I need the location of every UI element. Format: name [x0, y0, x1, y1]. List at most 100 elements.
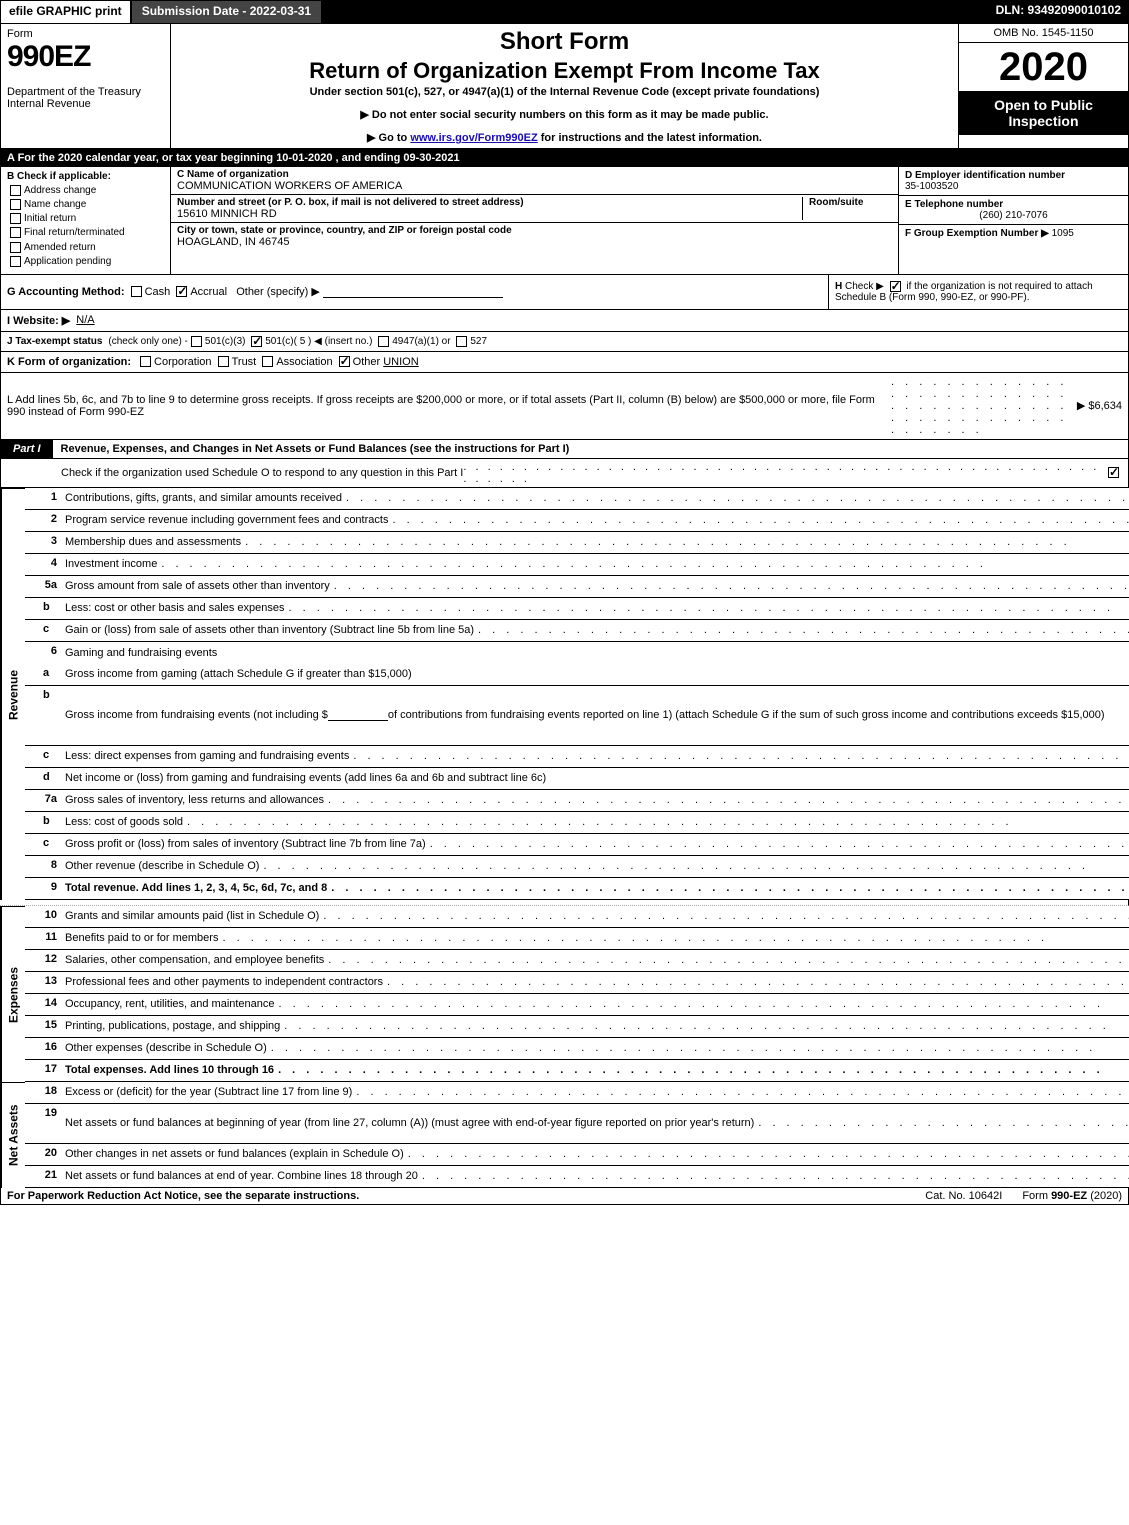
checkbox-cash[interactable]: [131, 286, 142, 297]
l18-dots: . . . . . . . . . . . . . . . . . . . . …: [352, 1086, 1129, 1098]
opt-initial: Initial return: [7, 213, 164, 224]
checkbox-4947[interactable]: [378, 336, 389, 347]
l21-desc: Net assets or fund balances at end of ye…: [65, 1170, 418, 1182]
line-5b: b Less: cost or other basis and sales ex…: [25, 598, 1129, 620]
open-inspection: Open to Public Inspection: [959, 91, 1128, 135]
l5a-desc: Gross amount from sale of assets other t…: [65, 580, 330, 592]
group-row: F Group Exemption Number ▶ 1095: [899, 225, 1128, 242]
l15-num: 15: [25, 1016, 61, 1037]
l7a-dots: . . . . . . . . . . . . . . . . . . . . …: [324, 794, 1129, 806]
l8-num: 8: [25, 856, 61, 877]
line-6b: b Gross income from fundraising events (…: [25, 686, 1129, 746]
box-d-e-f: D Employer identification number 35-1003…: [898, 167, 1128, 274]
part1-dots: . . . . . . . . . . . . . . . . . . . . …: [463, 461, 1105, 485]
l9-num: 9: [25, 878, 61, 899]
g-accrual: Accrual: [190, 286, 227, 298]
l17-desc: Total expenses. Add lines 10 through 16: [65, 1064, 274, 1076]
netassets-body: 18 Excess or (deficit) for the year (Sub…: [25, 1082, 1129, 1188]
ein-row: D Employer identification number 35-1003…: [899, 167, 1128, 196]
l-text: L Add lines 5b, 6c, and 7b to line 9 to …: [7, 394, 887, 418]
l7a-desc: Gross sales of inventory, less returns a…: [65, 794, 324, 806]
g-other-blank[interactable]: [323, 286, 503, 298]
checkbox-final[interactable]: [10, 227, 21, 238]
header-left: Form 990EZ Department of the Treasury In…: [1, 24, 171, 148]
ein-value: 35-1003520: [905, 181, 1122, 192]
checkbox-address[interactable]: [10, 185, 21, 196]
line-4: 4 Investment income. . . . . . . . . . .…: [25, 554, 1129, 576]
part1-label: Part I: [1, 440, 53, 458]
checkbox-amended[interactable]: [10, 242, 21, 253]
checkbox-corp[interactable]: [140, 356, 151, 367]
room-suite: Room/suite: [802, 197, 892, 220]
checkbox-name[interactable]: [10, 199, 21, 210]
city-label: City or town, state or province, country…: [177, 225, 892, 236]
l14-num: 14: [25, 994, 61, 1015]
l5c-desc: Gain or (loss) from sale of assets other…: [65, 624, 474, 636]
footer-form-post: (2020): [1090, 1190, 1122, 1202]
checkbox-trust[interactable]: [218, 356, 229, 367]
checkbox-pending[interactable]: [10, 256, 21, 267]
line-6c: c Less: direct expenses from gaming and …: [25, 746, 1129, 768]
l13-desc: Professional fees and other payments to …: [65, 976, 383, 988]
l4-num: 4: [25, 554, 61, 575]
checkbox-other-org[interactable]: [339, 356, 350, 367]
opt-name-label: Name change: [24, 199, 86, 210]
opt-amended: Amended return: [7, 242, 164, 253]
l6a-num: a: [25, 664, 61, 685]
l6c-dots: . . . . . . . . . . . . . . . . . . . . …: [349, 750, 1129, 762]
opt-pending-label: Application pending: [24, 256, 111, 267]
line-14: 14 Occupancy, rent, utilities, and maint…: [25, 994, 1129, 1016]
topbar: efile GRAPHIC print Submission Date - 20…: [0, 0, 1129, 24]
k-o4: Other: [353, 356, 381, 368]
checkbox-527[interactable]: [456, 336, 467, 347]
checkbox-accrual[interactable]: [176, 286, 187, 297]
checkbox-assoc[interactable]: [262, 356, 273, 367]
line-10: 10 Grants and similar amounts paid (list…: [25, 906, 1129, 928]
street-row: Number and street (or P. O. box, if mail…: [171, 195, 898, 223]
opt-final: Final return/terminated: [7, 227, 164, 238]
line-7c: c Gross profit or (loss) from sales of i…: [25, 834, 1129, 856]
l6-desc: Gaming and fundraising events: [65, 647, 217, 659]
l1-num: 1: [25, 488, 61, 509]
checkbox-h[interactable]: [890, 281, 901, 292]
checkbox-501c3[interactable]: [191, 336, 202, 347]
l6b-desc2: of contributions from fundraising events…: [388, 709, 1105, 721]
footer-form-bold: 990-EZ: [1051, 1190, 1087, 1202]
efile-print[interactable]: efile GRAPHIC print: [0, 0, 131, 24]
org-name: COMMUNICATION WORKERS OF AMERICA: [177, 180, 892, 192]
j-o3: 4947(a)(1) or: [392, 336, 450, 347]
row-a-tax-year: A For the 2020 calendar year, or tax yea…: [0, 149, 1129, 167]
l6b-blank[interactable]: [328, 709, 388, 721]
j-o4: 527: [470, 336, 487, 347]
g-other: Other (specify) ▶: [236, 286, 320, 298]
l6a-desc: Gross income from gaming (attach Schedul…: [65, 668, 412, 680]
line-11: 11 Benefits paid to or for members. . . …: [25, 928, 1129, 950]
l7b-num: b: [25, 812, 61, 833]
tax-year: 2020: [959, 43, 1128, 91]
l6b-desc1: Gross income from fundraising events (no…: [65, 709, 328, 721]
l19-dots: . . . . . . . . . . . . . . . . . . . . …: [754, 1117, 1129, 1129]
org-name-row: C Name of organization COMMUNICATION WOR…: [171, 167, 898, 195]
row-j: J Tax-exempt status (check only one) - 5…: [0, 332, 1129, 352]
l14-desc: Occupancy, rent, utilities, and maintena…: [65, 998, 275, 1010]
g-label: G Accounting Method:: [7, 286, 125, 298]
k-o1: Corporation: [154, 356, 211, 368]
l10-num: 10: [25, 906, 61, 927]
footer-left: For Paperwork Reduction Act Notice, see …: [7, 1190, 905, 1202]
row-g: G Accounting Method: Cash Accrual Other …: [1, 275, 828, 309]
checkbox-501c[interactable]: [251, 336, 262, 347]
irs-link[interactable]: www.irs.gov/Form990EZ: [410, 132, 537, 144]
k-label: K Form of organization:: [7, 356, 131, 368]
header-center: Short Form Return of Organization Exempt…: [171, 24, 958, 148]
checkbox-schedule-o[interactable]: [1108, 467, 1119, 478]
l11-desc: Benefits paid to or for members: [65, 932, 218, 944]
group-value: 1095: [1052, 228, 1074, 239]
opt-initial-label: Initial return: [24, 213, 76, 224]
line-21: 21 Net assets or fund balances at end of…: [25, 1166, 1129, 1188]
line-5a: 5a Gross amount from sale of assets othe…: [25, 576, 1129, 598]
row-h: H Check ▶ if the organization is not req…: [828, 275, 1128, 309]
h-check-text: Check ▶: [845, 281, 884, 292]
k-o4v: UNION: [383, 356, 418, 368]
org-name-label: C Name of organization: [177, 169, 892, 180]
checkbox-initial[interactable]: [10, 213, 21, 224]
